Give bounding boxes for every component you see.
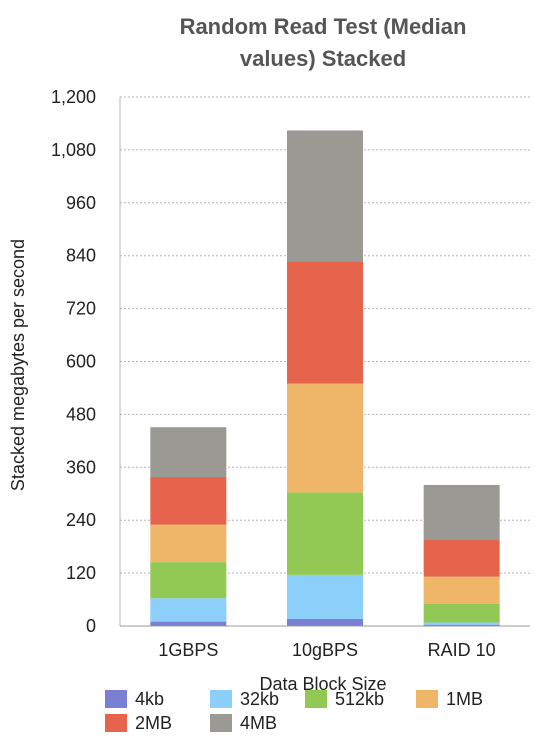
legend-label: 4MB [240,713,277,733]
bar-segment-512kb [287,492,363,575]
bar-segment-2mb [423,540,500,577]
bar-segment-1mb [287,383,363,493]
chart-title-line-1: Random Read Test (Median [180,14,467,39]
legend-label: 512kb [335,689,384,709]
y-tick-label: 120 [66,563,96,583]
chart-title-line-2: values) Stacked [240,46,406,71]
legend-swatch [105,690,127,708]
bar-segment-4kb [423,624,500,626]
bar-segment-32kb [423,622,500,625]
y-tick-label: 240 [66,510,96,530]
bar-segment-4kb [287,618,363,626]
bar-segment-512kb [150,562,227,599]
legend-swatch [105,714,127,732]
bar-segment-32kb [287,574,363,619]
legend-swatch [305,690,327,708]
legend-label: 32kb [240,689,279,709]
y-tick-label: 360 [66,457,96,477]
y-tick-labels: 0 120 240 360 480 600 720 840 960 1,080 1,200 [51,87,96,636]
legend-swatch [210,690,232,708]
x-tick-labels: 1GBPS 10gBPS RAID 10 [158,640,495,660]
y-tick-label: 1,080 [51,140,96,160]
bar-segment-32kb [150,598,227,622]
bar-segment-1mb [423,576,500,604]
legend-label: 2MB [135,713,172,733]
bar-segment-4kb [150,621,227,626]
y-tick-label: 960 [66,193,96,213]
y-axis-title: Stacked megabytes per second [8,239,28,491]
legend-swatch [210,714,232,732]
legend-swatch [416,690,438,708]
bar-segment-1mb [150,524,227,563]
x-tick-label: 10gBPS [292,640,358,660]
legend: 4kb 32kb 512kb 1MB 2MB 4MB [105,689,483,733]
bar-segment-4mb [287,130,363,262]
bar-segment-2mb [150,476,227,525]
x-axis-title: Data Block Size [259,674,386,694]
bars [150,130,500,626]
bar-segment-4mb [423,484,500,541]
y-tick-label: 480 [66,404,96,424]
y-tick-label: 840 [66,246,96,266]
y-tick-label: 1,200 [51,87,96,107]
x-tick-label: RAID 10 [428,640,496,660]
y-tick-label: 720 [66,299,96,319]
bar-segment-4mb [150,427,227,477]
bar-segment-2mb [287,261,363,384]
y-tick-label: 600 [66,352,96,372]
x-tick-label: 1GBPS [158,640,218,660]
y-tick-label: 0 [86,616,96,636]
legend-label: 4kb [135,689,164,709]
legend-label: 1MB [446,689,483,709]
bar-segment-512kb [423,603,500,623]
